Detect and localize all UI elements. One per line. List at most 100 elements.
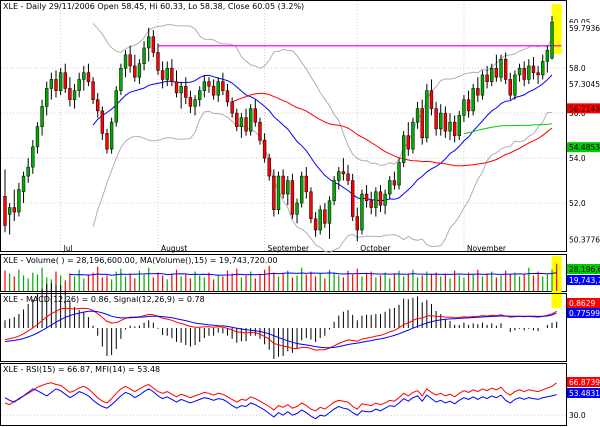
candle-body bbox=[216, 81, 220, 96]
candle-body bbox=[133, 65, 137, 78]
price-y-tick-label: 52.0 bbox=[569, 199, 586, 208]
candle-body bbox=[304, 175, 309, 193]
price-value-badge-label: 60.05 bbox=[569, 18, 591, 27]
candle-body bbox=[281, 175, 285, 195]
highlight-box bbox=[551, 4, 562, 54]
macd-highlight-box bbox=[551, 294, 562, 308]
candle-body bbox=[156, 52, 160, 71]
candle-body bbox=[364, 193, 369, 202]
price-value-badge-label: 50.3776 bbox=[569, 236, 600, 245]
rsi-y-tick-label: 30.0 bbox=[569, 411, 586, 420]
candle-body bbox=[369, 200, 373, 208]
candle-body bbox=[545, 49, 550, 62]
candle-body bbox=[105, 133, 109, 150]
price-overlays bbox=[92, 4, 562, 254]
price-value-badge bbox=[567, 17, 600, 28]
candle-body bbox=[337, 171, 341, 181]
macd-lines bbox=[4, 307, 557, 351]
ma100-line bbox=[463, 123, 553, 135]
candle-body bbox=[420, 108, 424, 139]
candle-body bbox=[550, 21, 554, 59]
candle-body bbox=[207, 81, 211, 87]
price-x-tick-label: October bbox=[360, 244, 391, 253]
candle-body bbox=[541, 61, 545, 76]
candle-body bbox=[290, 180, 295, 215]
candle-body bbox=[170, 67, 174, 82]
candle-body bbox=[378, 191, 383, 206]
candle-body bbox=[142, 47, 146, 64]
candle-body bbox=[485, 74, 489, 82]
candle-body bbox=[147, 36, 151, 49]
candle-body bbox=[341, 171, 346, 175]
candle-body bbox=[466, 99, 471, 112]
candle-body bbox=[96, 99, 100, 112]
price-x-tick-label: Jul bbox=[63, 244, 73, 253]
candle-body bbox=[202, 81, 207, 91]
candle-body bbox=[332, 180, 336, 202]
price-value-badge bbox=[567, 142, 600, 153]
candle-body bbox=[443, 112, 448, 132]
candle-body bbox=[383, 193, 387, 206]
price-value-badge bbox=[567, 22, 600, 33]
price-value-badge-label: 54.4853 bbox=[569, 143, 600, 152]
candle-body bbox=[77, 79, 81, 91]
volume-ma-line bbox=[69, 272, 557, 276]
rsi-panel: 30.0 66.8739 53.4831 XLE - RSI(15) = 66.8… bbox=[0, 363, 600, 426]
macd-line bbox=[4, 307, 557, 351]
candle-body bbox=[448, 121, 452, 132]
candle-body bbox=[490, 67, 494, 82]
candle-body bbox=[128, 54, 132, 67]
volume-panel: 28,196,60 19,743,72 XLE - Volume( ) = 28,… bbox=[0, 254, 600, 306]
macd-header: XLE - MACD(12,26) = 0.86, Signal(12,26,9… bbox=[3, 295, 205, 304]
candle-body bbox=[429, 90, 434, 109]
candle-body bbox=[392, 180, 397, 186]
candle-body bbox=[49, 79, 54, 89]
rsi-mfi-lines bbox=[4, 382, 557, 420]
candle-body bbox=[193, 99, 197, 107]
candle-body bbox=[31, 146, 35, 168]
candle-body bbox=[26, 166, 30, 177]
price-value-badge-label: 56.2143 bbox=[569, 104, 600, 113]
macd-value-badge bbox=[567, 298, 600, 308]
price-y-tick-label: 56.0 bbox=[569, 109, 586, 118]
candle-body bbox=[286, 180, 290, 195]
macd-signal-line bbox=[4, 310, 557, 349]
candle-body bbox=[109, 121, 114, 150]
candle-body bbox=[114, 90, 118, 123]
candle-body bbox=[188, 97, 193, 107]
volume-value-badge bbox=[567, 275, 600, 285]
candle-body bbox=[415, 108, 420, 123]
macd-value-badge-label: 0.8629 bbox=[569, 299, 595, 308]
price-x-tick-label: November bbox=[467, 244, 507, 253]
candle-body bbox=[522, 67, 526, 80]
price-candles bbox=[3, 15, 554, 242]
volume-value-badge-label: 28,196,60 bbox=[569, 265, 600, 274]
candle-body bbox=[91, 81, 95, 100]
price-x-axis: Jul August September October November bbox=[63, 244, 507, 253]
candle-body bbox=[346, 173, 350, 181]
candle-body bbox=[230, 101, 234, 114]
candle-body bbox=[439, 112, 443, 130]
price-value-badge-label: 59.7936 bbox=[569, 24, 600, 33]
price-gridlines bbox=[1, 1, 566, 251]
candle-body bbox=[406, 135, 410, 150]
candle-body bbox=[499, 58, 503, 78]
candle-body bbox=[179, 85, 183, 94]
macd-value-badge bbox=[567, 308, 600, 318]
candle-body bbox=[401, 135, 406, 163]
candle-body bbox=[503, 58, 508, 80]
price-y-tick-label: 58.0 bbox=[569, 64, 586, 73]
price-value-badge bbox=[567, 78, 600, 89]
candle-body bbox=[258, 121, 262, 141]
candle-body bbox=[221, 81, 225, 91]
candle-body bbox=[360, 193, 364, 231]
price-value-badge bbox=[567, 103, 600, 114]
candle-body bbox=[3, 196, 7, 226]
volume-value-badge bbox=[567, 264, 600, 274]
candle-body bbox=[184, 85, 188, 98]
candle-body bbox=[100, 110, 105, 134]
candle-body bbox=[295, 202, 299, 215]
